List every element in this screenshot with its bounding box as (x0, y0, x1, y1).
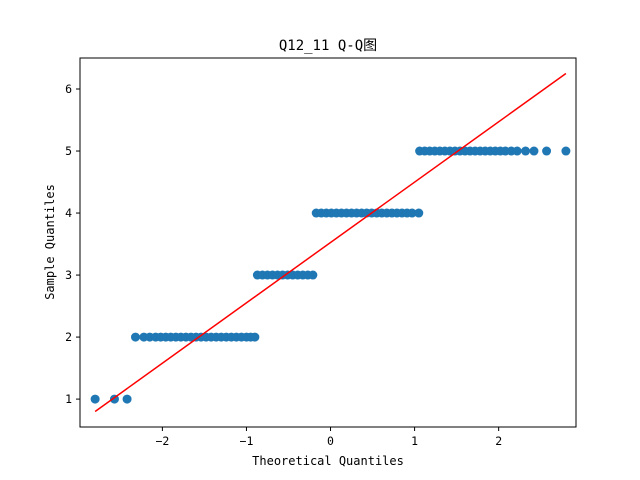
data-point (512, 146, 522, 156)
data-point (407, 208, 417, 218)
x-tick-label: −1 (240, 434, 254, 448)
x-tick-label: 2 (495, 434, 502, 448)
plot-area (80, 58, 576, 427)
y-tick-label: 3 (65, 268, 72, 282)
data-point (414, 208, 424, 218)
y-tick-label: 5 (65, 144, 72, 158)
x-tick-label: 0 (327, 434, 334, 448)
y-tick-label: 4 (65, 206, 72, 220)
data-point (90, 394, 100, 404)
y-tick-label: 2 (65, 330, 72, 344)
y-tick-label: 6 (65, 82, 72, 96)
data-point (521, 146, 531, 156)
y-tick-label: 1 (65, 392, 72, 406)
y-axis-label: Sample Quantiles (43, 184, 57, 300)
data-point (122, 394, 132, 404)
data-point (130, 332, 140, 342)
y-axis: 1 2 3 4 5 6 (65, 82, 80, 406)
x-tick-label: 1 (411, 434, 418, 448)
points-layer (90, 146, 571, 404)
reference-line (94, 72, 567, 413)
x-axis-label: Theoretical Quantiles (252, 454, 404, 468)
data-point (308, 270, 318, 280)
x-axis: −2 −1 0 1 2 (155, 427, 502, 448)
chart-title: Q12_11 Q-Q图 (279, 38, 377, 54)
data-point (542, 146, 552, 156)
plot-border (79, 57, 577, 428)
x-tick-label: −2 (155, 434, 169, 448)
data-point (529, 146, 539, 156)
data-point (561, 146, 571, 156)
data-point (250, 332, 260, 342)
reference-line-layer (94, 72, 567, 413)
